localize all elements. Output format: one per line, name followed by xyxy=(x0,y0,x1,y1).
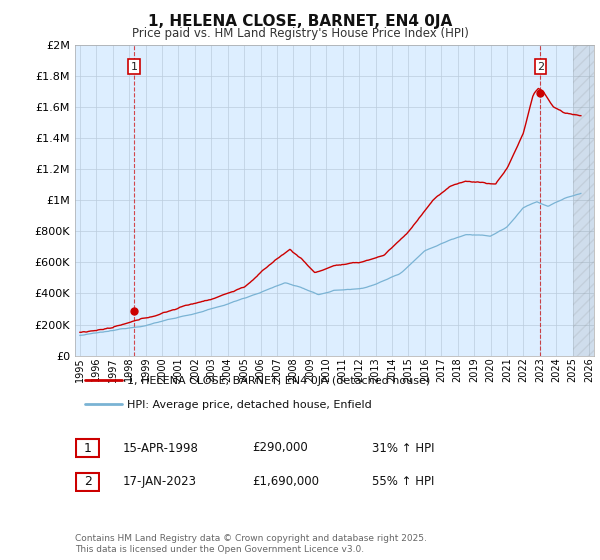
Text: 55% ↑ HPI: 55% ↑ HPI xyxy=(372,475,434,488)
FancyBboxPatch shape xyxy=(76,439,99,457)
Text: 1: 1 xyxy=(130,62,137,72)
Text: 17-JAN-2023: 17-JAN-2023 xyxy=(123,475,197,488)
Text: 2: 2 xyxy=(537,62,544,72)
Text: Price paid vs. HM Land Registry's House Price Index (HPI): Price paid vs. HM Land Registry's House … xyxy=(131,27,469,40)
Text: Contains HM Land Registry data © Crown copyright and database right 2025.
This d: Contains HM Land Registry data © Crown c… xyxy=(75,534,427,554)
Text: 1, HELENA CLOSE, BARNET, EN4 0JA (detached house): 1, HELENA CLOSE, BARNET, EN4 0JA (detach… xyxy=(127,376,430,386)
Text: £1,690,000: £1,690,000 xyxy=(252,475,319,488)
Text: 1: 1 xyxy=(83,441,92,455)
Text: 15-APR-1998: 15-APR-1998 xyxy=(123,441,199,455)
Text: 31% ↑ HPI: 31% ↑ HPI xyxy=(372,441,434,455)
Text: 2: 2 xyxy=(83,475,92,488)
Text: HPI: Average price, detached house, Enfield: HPI: Average price, detached house, Enfi… xyxy=(127,400,371,409)
Text: 1, HELENA CLOSE, BARNET, EN4 0JA: 1, HELENA CLOSE, BARNET, EN4 0JA xyxy=(148,14,452,29)
FancyBboxPatch shape xyxy=(76,473,99,491)
Bar xyxy=(572,45,600,356)
Text: £290,000: £290,000 xyxy=(252,441,308,455)
